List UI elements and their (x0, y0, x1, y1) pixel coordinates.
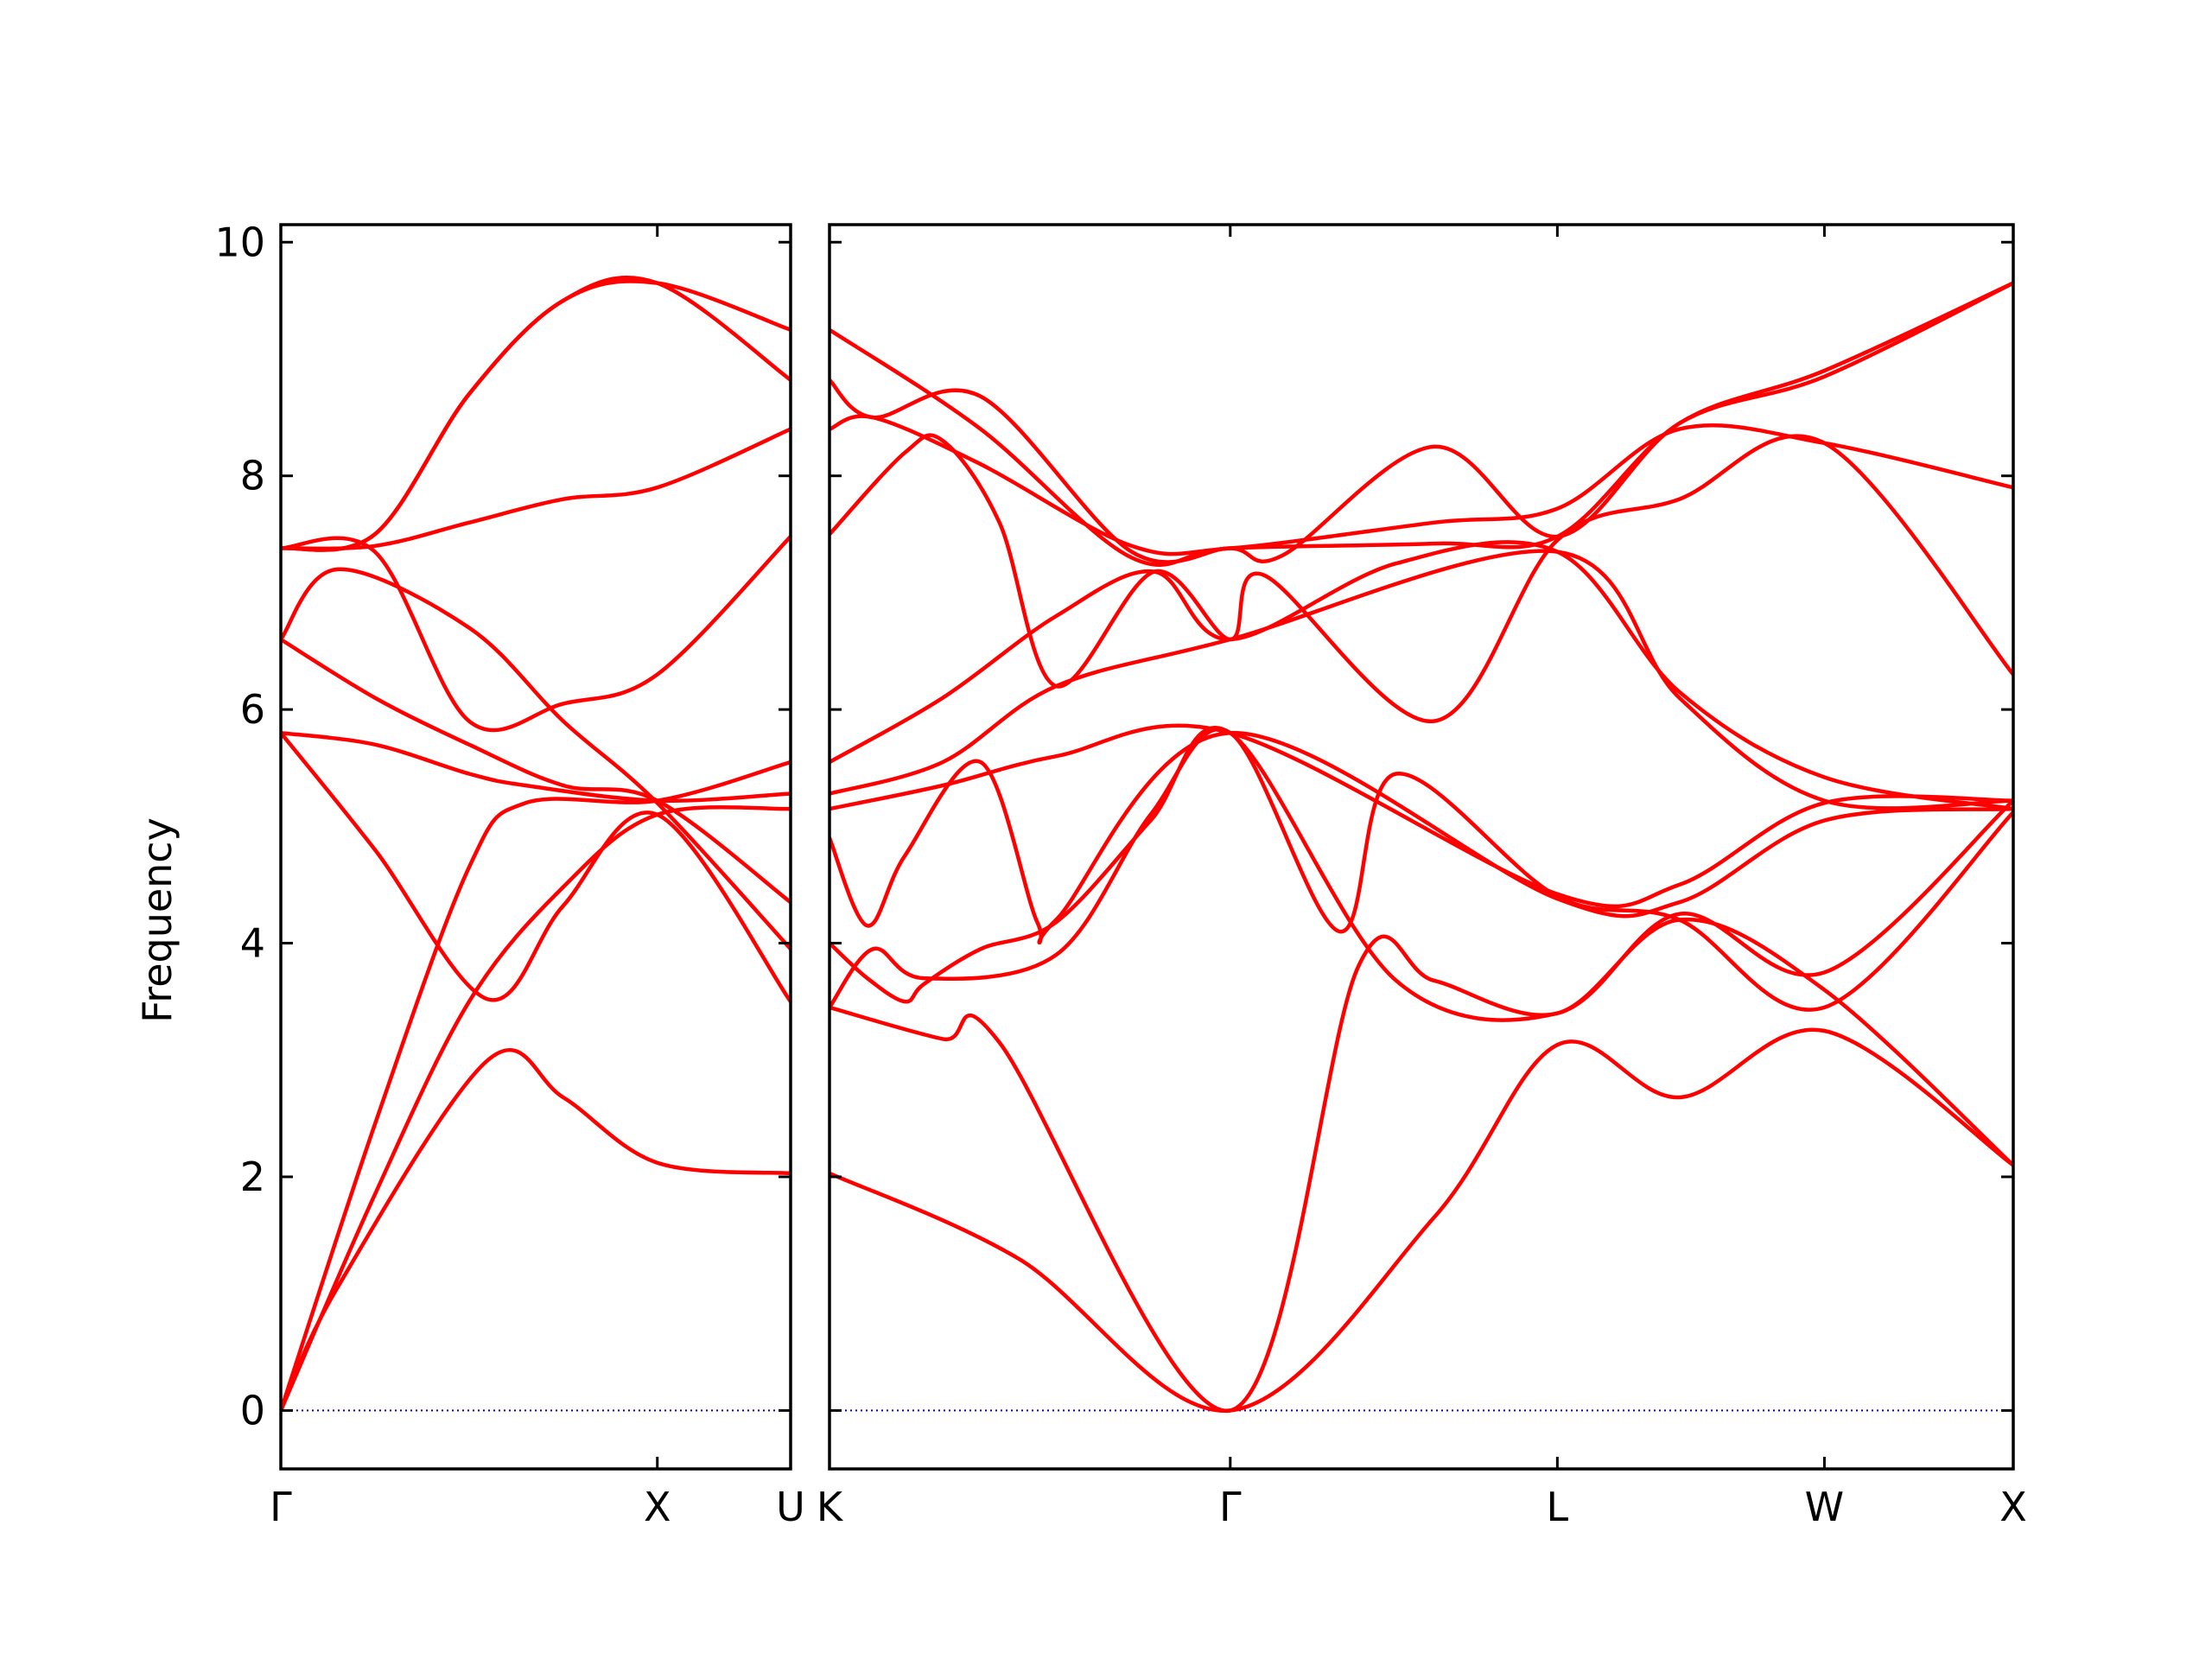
band-line (281, 427, 791, 551)
band-line (281, 730, 791, 804)
band-line (830, 1027, 2013, 1413)
y-axis-label: Frequency (134, 817, 181, 1023)
bands-group (281, 275, 791, 1413)
band-line (830, 727, 2013, 1012)
x-tick-label: W (1805, 1484, 1844, 1530)
band-line (281, 730, 791, 1004)
band-line (281, 534, 791, 733)
band-line (281, 637, 791, 905)
x-tick-label: K (817, 1484, 844, 1530)
band-line (830, 414, 2013, 556)
band-line (830, 725, 2013, 1022)
band-line (281, 1047, 791, 1413)
y-tick-label: 10 (214, 219, 265, 265)
x-tick-label: U (776, 1484, 805, 1530)
x-tick-label: Γ (270, 1484, 292, 1530)
band-line (830, 281, 2013, 564)
band-line (830, 540, 2013, 811)
y-tick-label: 8 (240, 453, 265, 499)
band-line (281, 804, 791, 1413)
band-line (830, 730, 2013, 945)
x-tick-label: L (1547, 1484, 1569, 1530)
y-tick-label: 4 (240, 920, 265, 967)
x-tick-label: X (1999, 1484, 2027, 1530)
band-line (281, 760, 791, 1413)
y-tick-label: 2 (240, 1154, 265, 1200)
x-tick-label: X (644, 1484, 671, 1530)
band-line (830, 917, 2013, 1413)
bands-group (830, 281, 2013, 1413)
band-line (281, 279, 791, 552)
plot-frame (828, 223, 2015, 1471)
band-line (830, 433, 2013, 723)
band-line (281, 567, 791, 951)
y-tick-label: 6 (240, 686, 265, 733)
plot-frame (279, 223, 792, 1471)
band-line (830, 549, 2013, 810)
left-panel: 0 2 4 6 8 10 Γ X U (214, 219, 804, 1530)
y-tick-label: 0 (240, 1387, 265, 1433)
band-line (830, 281, 2013, 567)
x-tick-label: Γ (1219, 1484, 1242, 1530)
band-line (830, 723, 2013, 909)
